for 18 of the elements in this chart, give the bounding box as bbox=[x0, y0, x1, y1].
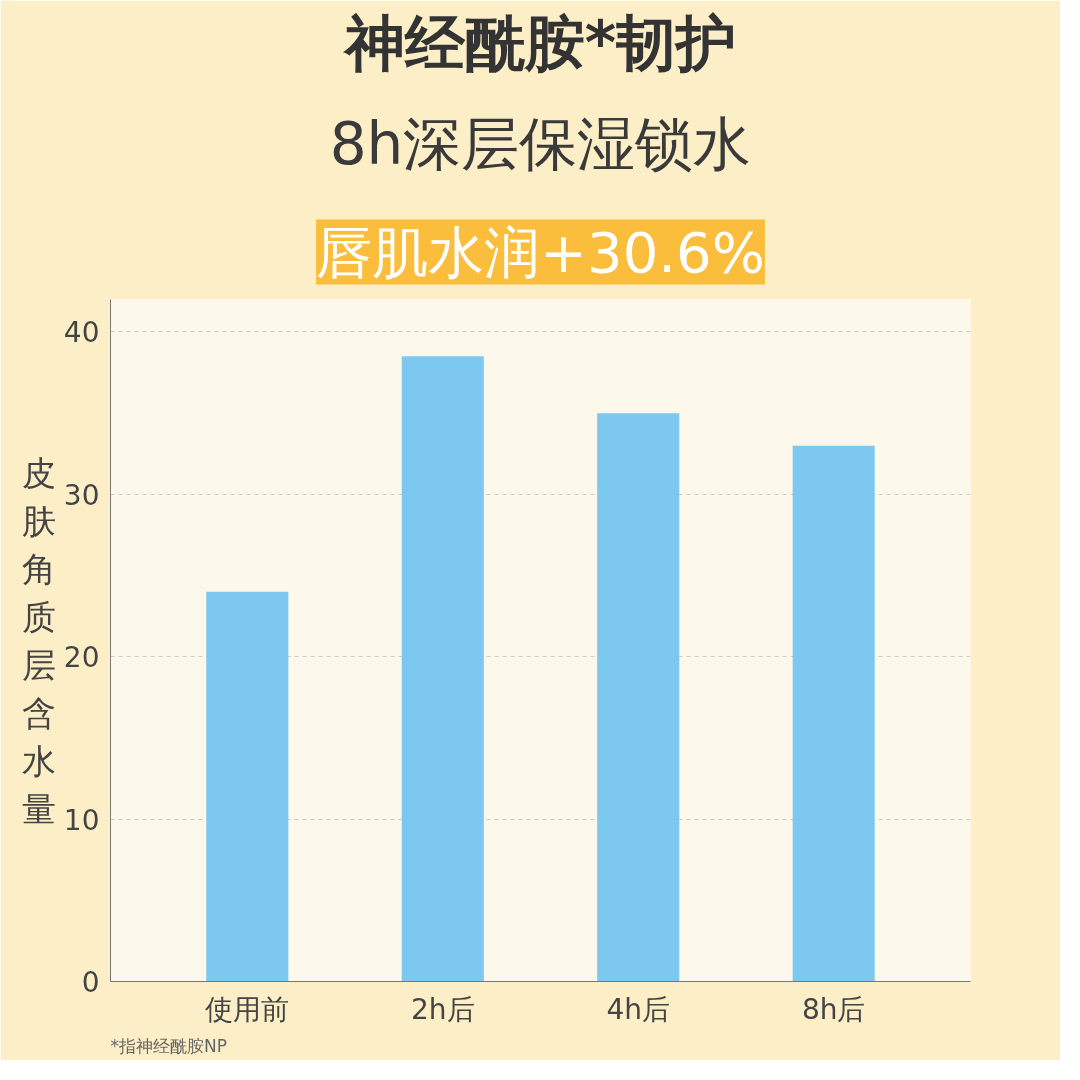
y-tick-label: 20 bbox=[63, 641, 100, 675]
bar bbox=[401, 356, 484, 982]
bar bbox=[792, 445, 875, 982]
y-axis-title: 皮肤角质层含水量 bbox=[21, 452, 56, 829]
text: *指神经酰胺NP bbox=[110, 1035, 227, 1056]
y-tick-label: 40 bbox=[63, 316, 100, 350]
bar bbox=[206, 591, 289, 982]
x-tick-label: 4h后 bbox=[606, 992, 671, 1026]
bar bbox=[597, 413, 680, 982]
text: 唇肌水润+30.6% bbox=[316, 219, 765, 285]
x-tick-label: 8h后 bbox=[801, 992, 866, 1026]
x-tick-label: 2h后 bbox=[410, 992, 475, 1026]
x-tick-label: 使用前 bbox=[205, 992, 290, 1026]
y-tick-label: 10 bbox=[63, 803, 100, 837]
y-tick-label: 0 bbox=[81, 966, 100, 999]
chart-subtitle: 8h深层保湿锁水 bbox=[329, 109, 752, 178]
chart-title: 神经酰胺*韧护 bbox=[341, 7, 737, 78]
y-tick-label: 30 bbox=[63, 478, 100, 512]
